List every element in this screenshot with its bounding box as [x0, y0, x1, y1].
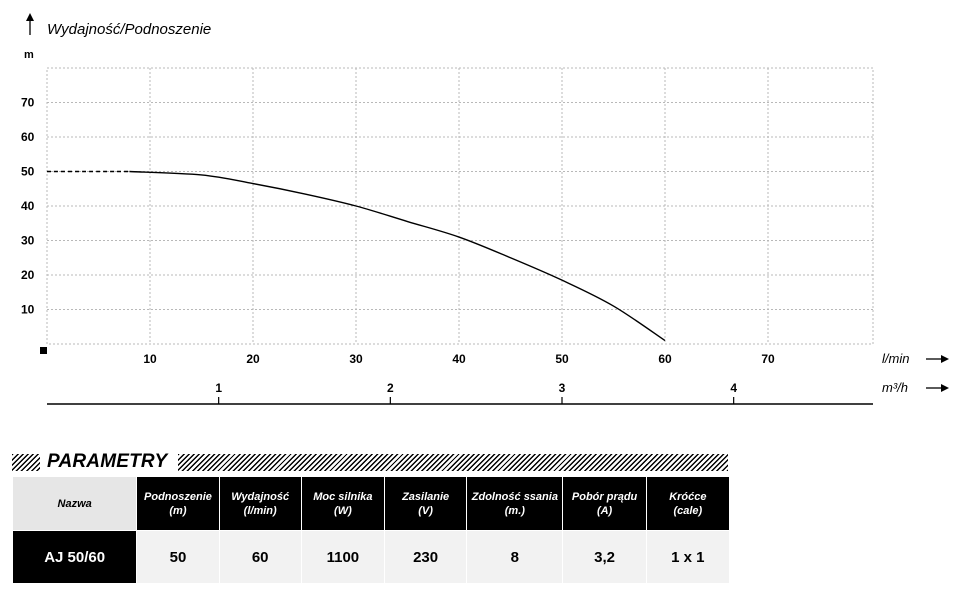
parameters-heading: PARAMETRY: [47, 451, 168, 472]
m3h-tick-label: 3: [559, 381, 566, 395]
header-cell-prad: Pobór prądu (A): [562, 476, 647, 531]
x2-axis-unit: m³/h: [882, 380, 908, 395]
x-tick-label: 40: [452, 352, 466, 366]
origin-marker: [40, 347, 47, 354]
m3h-tick-label: 1: [215, 381, 222, 395]
table-row: AJ 50/60 50 60 1100 230 8 3,2 1 x 1: [11, 530, 731, 584]
x-tick-label: 10: [143, 352, 157, 366]
cell-model: AJ 50/60: [11, 530, 138, 584]
cell-ssanie: 8: [466, 530, 564, 584]
y-up-arrow-icon: [26, 13, 34, 35]
header-cell-zasilanie: Zasilanie (V): [383, 476, 468, 531]
m3h-tick-labels: 1 2 3 4: [215, 381, 737, 404]
header-cell-podnoszenie: Podnoszenie (m): [136, 476, 220, 531]
y-axis-unit: m: [24, 49, 34, 61]
performance-curve: [129, 170, 666, 342]
x-tick-label: 50: [555, 352, 569, 366]
header-cell-krocce: Króćce (cale): [645, 476, 731, 531]
y-tick-label: 20: [21, 268, 35, 282]
hatch-decoration-left: [12, 454, 40, 471]
header-cell-name: Nazwa: [11, 476, 138, 531]
cell-podnoszenie: 50: [136, 530, 220, 584]
y-tick-label: 70: [21, 96, 35, 110]
chart-title: Wydajność/Podnoszenie: [47, 21, 211, 38]
hatch-decoration-right: [178, 454, 728, 471]
cell-wydajnosc: 60: [218, 530, 302, 584]
y-tick-labels: 10 20 30 40 50 60 70: [21, 96, 35, 317]
y-tick-label: 60: [21, 130, 35, 144]
parameters-header: PARAMETRY: [12, 451, 728, 473]
header-cell-wydajnosc: Wydajność (l/min): [218, 476, 302, 531]
x-tick-label: 60: [658, 352, 672, 366]
x-axis-unit: l/min: [882, 351, 909, 366]
x-tick-labels: 10 20 30 40 50 60 70: [143, 352, 775, 366]
parameters-table: Nazwa Podnoszenie (m) Wydajność (l/min) Mo…: [11, 476, 731, 584]
cell-prad: 3,2: [562, 530, 647, 584]
header-cell-moc: Moc silnika (W): [300, 476, 386, 531]
pump-curve-chart: Wydajność/Podnoszenie m 10 20 30 40 50 60 70 1…: [21, 13, 949, 405]
x-tick-label: 30: [349, 352, 363, 366]
cell-zasilanie: 230: [383, 530, 468, 584]
x-tick-label: 20: [246, 352, 260, 366]
m3h-tick-label: 4: [730, 381, 737, 395]
x2-right-arrow-icon: [926, 384, 949, 392]
y-tick-label: 10: [21, 303, 35, 317]
y-tick-label: 40: [21, 199, 35, 213]
y-tick-label: 30: [21, 234, 35, 248]
header-cell-ssanie: Zdolność ssania (m.): [466, 476, 564, 531]
y-tick-label: 50: [21, 165, 35, 179]
x-right-arrow-icon: [926, 355, 949, 363]
grid-lines: [47, 68, 873, 344]
cell-krocce: 1 x 1: [645, 530, 731, 584]
x-tick-label: 70: [761, 352, 775, 366]
table-header-row: Nazwa Podnoszenie (m) Wydajność (l/min) Mo…: [11, 476, 731, 531]
m3h-tick-label: 2: [387, 381, 394, 395]
cell-moc: 1100: [300, 530, 386, 584]
